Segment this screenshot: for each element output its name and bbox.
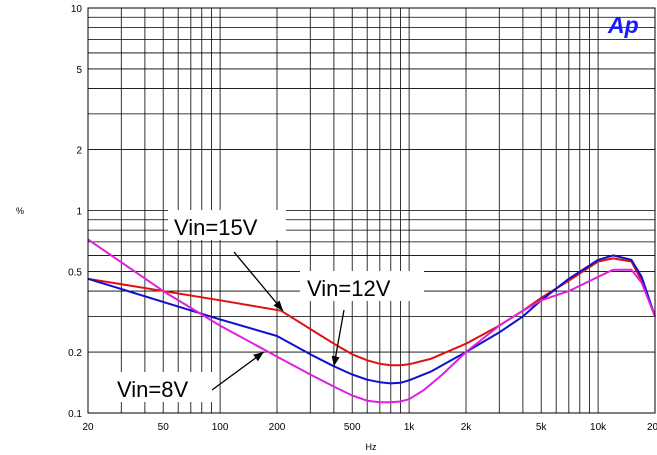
series-line-vin-15v [87,257,656,367]
x-tick-label: 20 [82,422,94,433]
y-tick-label: 10 [71,4,83,15]
x-tick-label: 20k [647,422,657,433]
y-tick-label: 0.2 [68,348,82,359]
x-tick-label: 10k [590,422,607,433]
annotation-arrowhead-vin-15v [273,300,283,311]
y-tick-label: 0.5 [68,267,82,278]
tick-labels: 20 50 100 200 500 1k 2k 5k 10k 20k 0.1 0.2 0.5 1 2 5 10 [68,4,657,433]
plot-frame [87,7,656,414]
annotation-arrowhead-vin-8v [253,352,264,362]
annotation-label-vin-15v: Vin=15V [174,215,258,240]
y-tick-label: 5 [76,65,82,76]
x-tick-label: 5k [536,422,548,433]
x-tick-label: 500 [344,422,361,433]
x-axis-label: Hz [366,442,377,452]
series-lines [87,238,656,404]
annotation-box-vin-15v [168,210,286,240]
y-axis-label: % [16,206,24,216]
annotation-arrow-vin-8v [211,351,265,391]
y-tick-label: 0.1 [68,409,82,420]
y-tick-label: 1 [76,207,82,218]
x-tick-label: 1k [404,422,416,433]
series-line-vin-8v [87,238,656,404]
ap-logo: Ap [607,12,639,38]
x-tick-label: 100 [212,422,229,433]
y-tick-label: 2 [76,146,82,157]
annotation-label-vin-12v: Vin=12V [307,276,391,301]
annotation-arrowhead-vin-12v [331,355,340,367]
series-line-vin-12v [87,254,656,385]
x-tick-label: 50 [158,422,170,433]
annotation-arrow-vin-15v [233,251,284,312]
annotation-box-vin-8v [110,372,212,402]
annotations: Vin=15V Vin=12V Vin=8V [110,210,424,402]
x-tick-label: 2k [461,422,473,433]
annotation-label-vin-8v: Vin=8V [117,377,188,402]
annotation-box-vin-12v [300,271,424,301]
x-tick-label: 200 [269,422,286,433]
